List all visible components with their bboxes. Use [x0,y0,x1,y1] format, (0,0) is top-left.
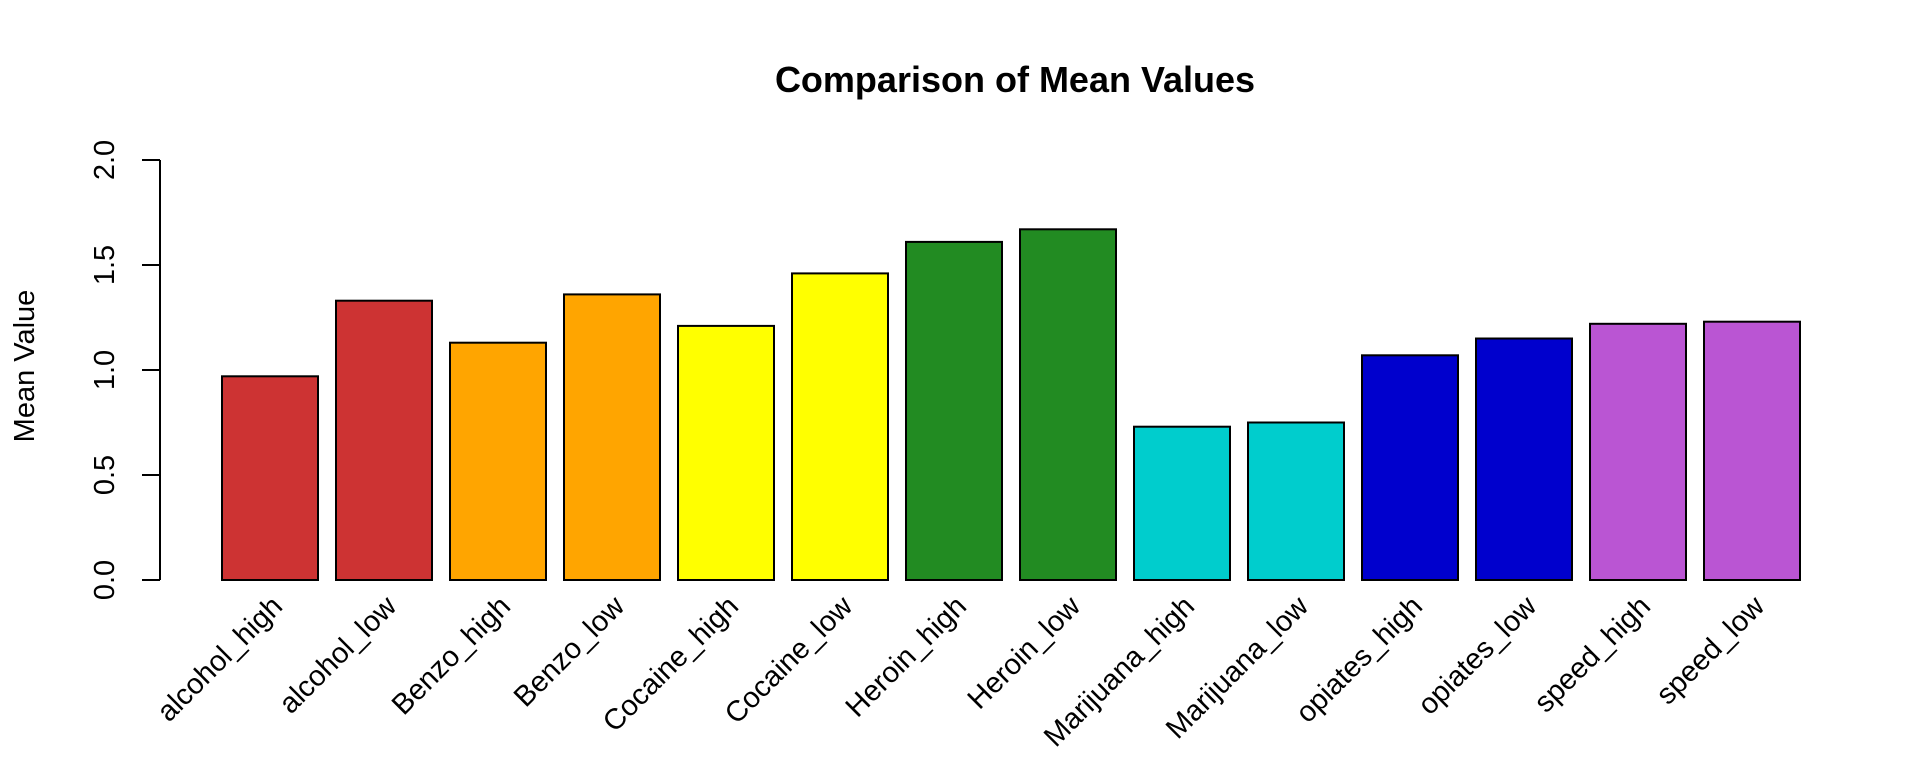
bar-alcohol-low [335,299,433,581]
y-axis: 0.0 0.5 1.0 1.5 2.0 [89,140,161,600]
bar-speed-high [1589,322,1687,581]
bars [221,228,1801,582]
x-tick-label: alcohol_low [273,590,404,721]
bar-benzo-low [563,293,661,581]
y-tick-label: 1.0 [89,350,121,390]
bar-cocaine-low [791,272,889,581]
y-axis-label: Mean Value [9,290,41,443]
x-tick-label: Heroin_high [840,590,973,723]
x-axis-labels: alcohol_highalcohol_lowBenzo_highBenzo_l… [151,590,1772,754]
x-tick-label: opiates_low [1412,590,1544,722]
x-tick-label: Benzo_low [508,590,632,714]
bar-heroin-low [1019,228,1117,582]
bar-marijuana-high [1133,425,1231,582]
y-tick-label: 0.5 [89,455,121,495]
bar-cocaine-high [677,324,775,581]
bar-heroin-high [905,240,1003,581]
y-tick-label: 0.0 [89,560,121,600]
x-tick-label: Benzo_high [386,590,517,721]
bar-alcohol-high [221,375,319,581]
y-tick-label: 1.5 [89,245,121,285]
bar-marijuana-low [1247,421,1345,581]
chart-title: Comparison of Mean Values [775,59,1255,100]
bar-opiates-high [1361,354,1459,581]
bar-benzo-high [449,341,547,582]
y-tick-label: 2.0 [89,140,121,180]
x-tick-label: alcohol_high [151,590,289,728]
x-tick-label: speed_low [1650,590,1771,711]
bar-speed-low [1703,320,1801,581]
x-tick-label: speed_high [1528,590,1657,719]
x-tick-label: Heroin_low [962,590,1088,716]
bar-opiates-low [1475,337,1573,581]
